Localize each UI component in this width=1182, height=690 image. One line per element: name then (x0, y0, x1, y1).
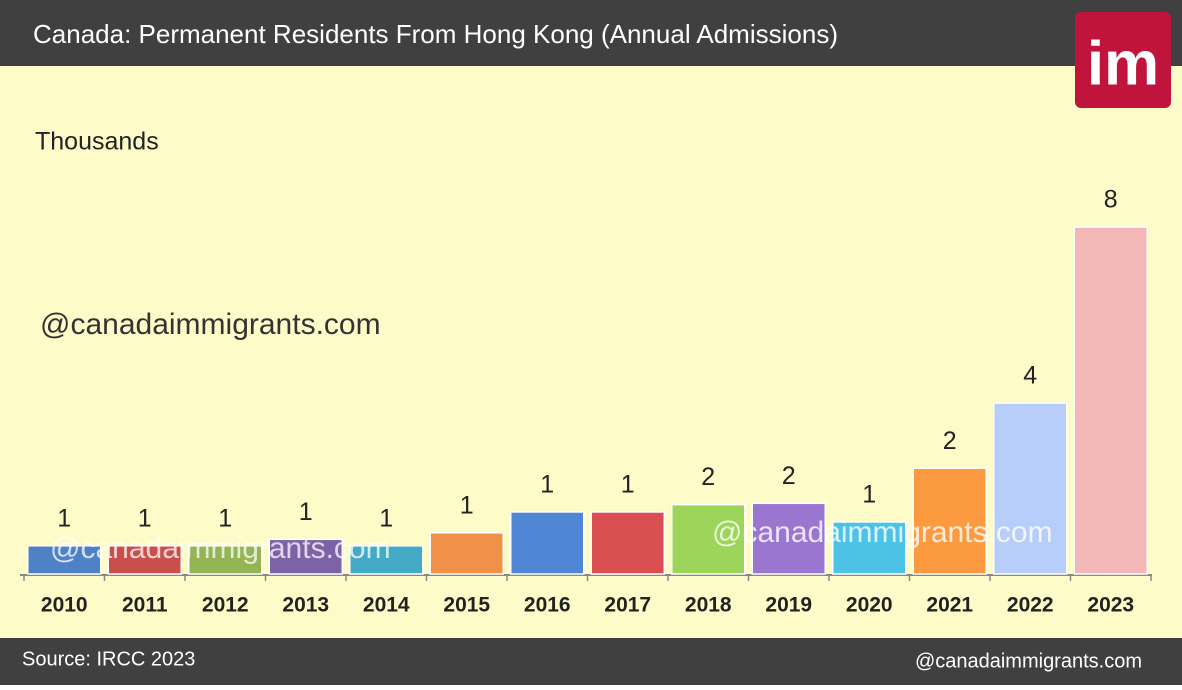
watermark: @canadaimmigrants.com (40, 308, 381, 341)
bar (751, 502, 826, 575)
value-label: 1 (379, 504, 393, 532)
footer-handle: @canadaimmigrants.com (915, 650, 1142, 672)
source: Source: IRCC 2023 (22, 648, 195, 670)
value-label: 1 (621, 471, 635, 499)
unit-label: Thousands (35, 128, 159, 156)
bar (268, 538, 343, 575)
value-label: 2 (782, 462, 796, 490)
footer-bar (0, 638, 1182, 685)
bar (188, 545, 263, 575)
x-tick-label: 2015 (443, 594, 490, 617)
bar (510, 511, 585, 575)
value-label: 4 (1023, 362, 1037, 390)
x-tick-label: 2012 (202, 594, 249, 617)
value-label: 2 (943, 427, 957, 455)
x-tick-label: 2017 (604, 594, 651, 617)
x-tick-label: 2011 (122, 594, 168, 617)
bar (590, 511, 665, 575)
bar (832, 521, 907, 575)
watermark: @canadaimmigrants.com (712, 516, 1053, 549)
x-tick-label: 2013 (282, 594, 329, 617)
value-label: 1 (138, 504, 152, 532)
plot: 1 2010 1 2011 1 2012 1 2013 1 2014 1 2015 1 2016 1 2017… (20, 186, 1152, 617)
x-tick-label: 2023 (1087, 594, 1134, 617)
x-tick-label: 2020 (846, 594, 893, 617)
bar (912, 467, 987, 575)
value-label: 1 (862, 481, 876, 509)
x-tick-label: 2021 (926, 594, 973, 617)
value-label: 1 (540, 471, 554, 499)
value-label: 1 (460, 491, 474, 519)
value-label: 1 (299, 498, 313, 526)
bar (349, 545, 424, 575)
x-tick-label: 2014 (363, 594, 410, 617)
x-tick-label: 2019 (765, 594, 812, 617)
value-label: 2 (701, 463, 715, 491)
logo (1075, 12, 1171, 108)
x-tick-label: 2010 (41, 594, 88, 617)
bar (27, 545, 102, 575)
logo-text: im (1087, 29, 1159, 98)
bar (1073, 226, 1148, 575)
x-tick-label: 2022 (1007, 594, 1054, 617)
x-tick-label: 2018 (685, 594, 732, 617)
chart-title: Canada: Permanent Residents From Hong Ko… (33, 19, 838, 49)
value-label: 1 (57, 504, 71, 532)
watermark: @canadaimmigrants.com (50, 532, 391, 565)
bar (993, 402, 1068, 575)
header-bar (0, 0, 1182, 66)
bar (107, 545, 182, 575)
bar (671, 503, 746, 575)
value-label: 1 (218, 504, 232, 532)
value-label: 8 (1104, 186, 1118, 214)
x-tick-label: 2016 (524, 594, 571, 617)
bar (429, 532, 504, 575)
